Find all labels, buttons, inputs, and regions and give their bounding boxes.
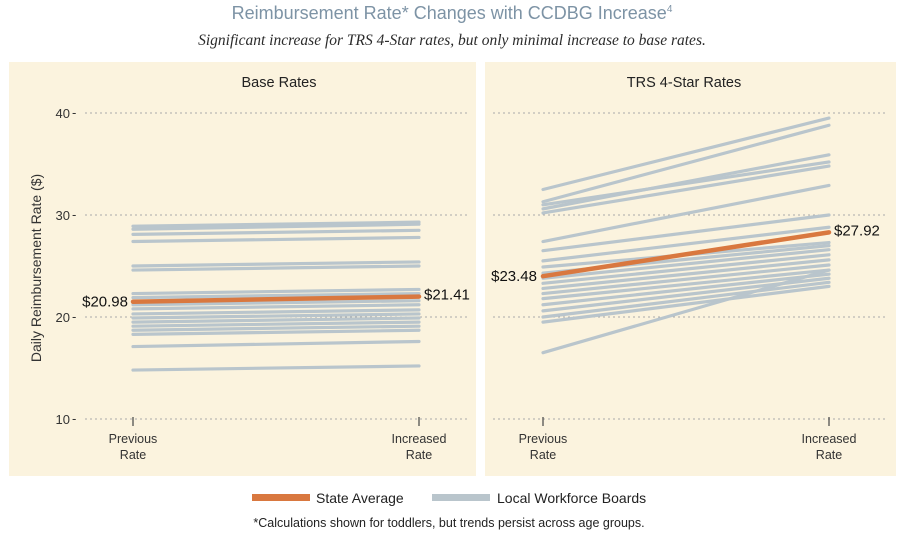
state-average-label-increased: $21.41 <box>424 287 470 304</box>
local-board-line <box>131 364 421 372</box>
legend: State Average Local Workforce Boards <box>252 490 646 506</box>
local-board-line <box>131 228 421 236</box>
y-axis-label: Daily Reimbursement Rate ($) <box>28 174 44 362</box>
local-board-line <box>131 320 421 328</box>
y-tick-label: 40 <box>56 106 70 121</box>
y-tick-mark: - <box>72 207 76 222</box>
local-board-line <box>131 328 421 336</box>
panel-title-base-rates: Base Rates <box>242 75 317 91</box>
local-board-line <box>541 248 831 280</box>
y-tick-mark: - <box>72 105 76 120</box>
x-tick-label: Previous Rate <box>109 432 158 462</box>
local-board-line <box>131 339 421 349</box>
local-board-line <box>541 123 831 204</box>
chart-title: Reimbursement Rate* Changes with CCDBG I… <box>232 3 673 23</box>
y-axis-ticks: 10 -20 -30 -40- <box>56 105 77 427</box>
local-board-line <box>131 222 421 231</box>
y-tick-label: 30 <box>56 208 70 223</box>
x-tick-label: Increased Rate <box>802 432 857 462</box>
y-tick-mark: - <box>72 309 76 324</box>
local-board-line <box>541 116 831 192</box>
local-board-line <box>541 213 831 253</box>
local-board-line <box>541 272 831 307</box>
local-board-line <box>131 287 421 296</box>
legend-label-state-average: State Average <box>316 490 404 506</box>
footnote: *Calculations shown for toddlers, but tr… <box>253 516 644 530</box>
plot-base-rates: $20.98 $21.41 Previous Rate Increased Rate <box>82 220 470 462</box>
local-board-line <box>131 264 421 272</box>
x-tick-label: Previous Rate <box>519 432 568 462</box>
local-board-line <box>541 284 831 324</box>
local-board-line <box>541 268 831 355</box>
local-board-line <box>541 225 831 263</box>
local-board-line <box>131 303 421 311</box>
legend-label-local-boards: Local Workforce Boards <box>497 490 646 506</box>
panel-title-trs-rates: TRS 4-Star Rates <box>627 75 741 91</box>
state-average-line <box>130 294 422 304</box>
local-board-line <box>541 280 831 319</box>
local-board-line <box>131 299 421 307</box>
local-board-line <box>131 324 421 332</box>
y-tick-label: 20 <box>56 310 70 325</box>
state-average-label-previous: $20.98 <box>82 294 128 311</box>
local-board-line <box>541 268 831 301</box>
state-average-label-increased: $27.92 <box>834 222 880 239</box>
legend-swatch-state-average <box>252 494 310 501</box>
local-board-line <box>131 312 421 320</box>
local-board-line <box>131 260 421 268</box>
local-board-line <box>541 258 831 291</box>
local-board-line <box>541 263 831 296</box>
y-tick-mark: - <box>72 411 76 426</box>
local-board-line <box>541 160 831 207</box>
chart-subtitle: Significant increase for TRS 4-Star rate… <box>198 32 706 49</box>
local-board-line <box>541 253 831 285</box>
local-board-line <box>131 316 421 324</box>
local-board-line <box>131 291 421 300</box>
state-average-label-previous: $23.48 <box>491 268 537 285</box>
x-tick-label: Increased Rate <box>392 432 447 462</box>
state-average-line <box>540 230 832 279</box>
y-tick-label: 10 <box>56 412 70 427</box>
local-board-line <box>131 235 421 244</box>
local-board-line <box>131 220 421 228</box>
local-board-line <box>131 308 421 316</box>
local-board-line <box>541 164 831 215</box>
plot-trs-rates: $23.48 $27.92 Previous Rate Increased Rate <box>491 116 880 462</box>
legend-swatch-local-boards <box>432 494 490 501</box>
local-board-line <box>541 183 831 244</box>
